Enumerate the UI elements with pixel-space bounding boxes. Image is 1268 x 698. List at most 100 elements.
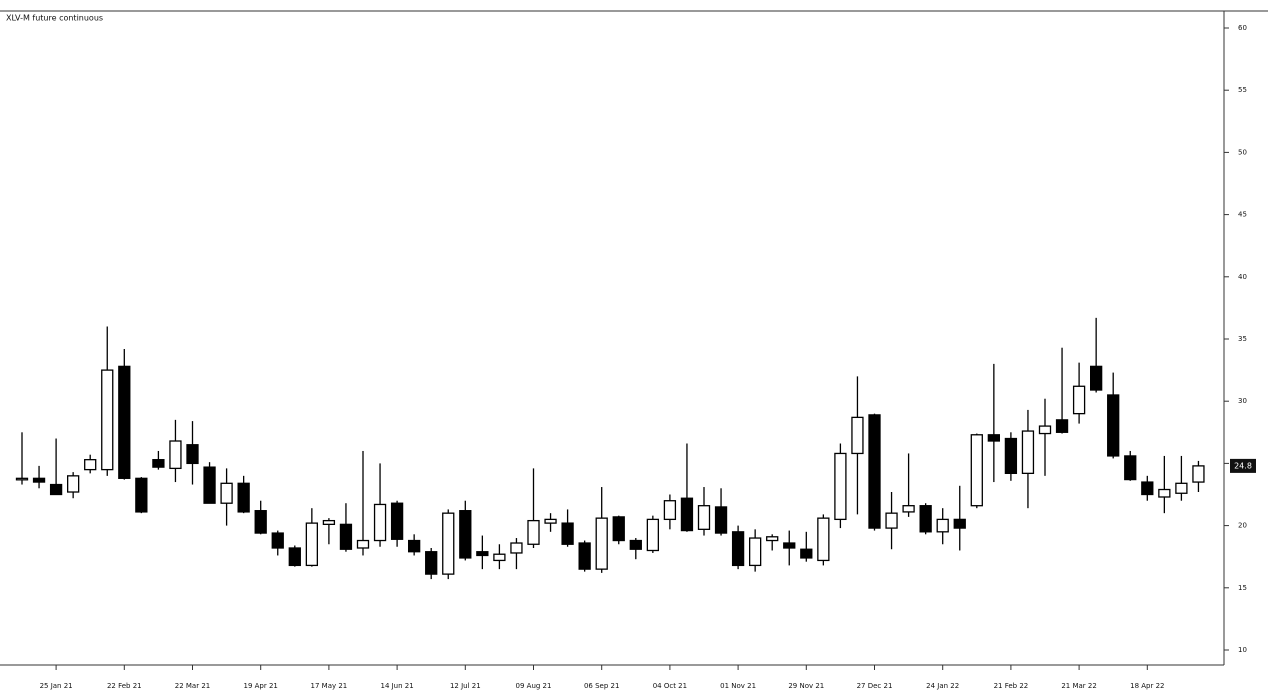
candle-body [629, 539, 642, 550]
y-tick-label: 15 [1238, 584, 1247, 592]
candle-body [305, 522, 319, 567]
candle-body [987, 434, 1000, 442]
candle-body [680, 497, 694, 532]
last-price-label: 24.8 [1234, 461, 1252, 470]
candle-body [851, 416, 864, 455]
candle-body [1038, 425, 1052, 435]
candle-body [834, 452, 847, 521]
x-tick-label: 27 Dec 21 [857, 682, 893, 690]
candle-body [254, 510, 267, 534]
x-tick-label: 01 Nov 21 [720, 682, 756, 690]
candle-body [1072, 385, 1086, 415]
candle-body [476, 551, 489, 557]
candle-body [663, 500, 677, 521]
chart-title: XLV-M future continuous [6, 14, 103, 23]
candle-body [697, 505, 711, 530]
candle-body [169, 440, 182, 470]
candle-body [288, 547, 301, 567]
y-tick-label: 50 [1238, 148, 1247, 156]
candle-body [714, 506, 728, 534]
candle-body [339, 523, 353, 550]
candle-body [459, 510, 472, 559]
y-tick-label: 35 [1238, 335, 1247, 343]
candle-body [390, 502, 404, 540]
candle-body [237, 482, 250, 513]
candle-body [766, 536, 779, 542]
x-tick-label: 14 Jun 21 [380, 682, 413, 690]
x-tick-label: 06 Sep 21 [584, 682, 619, 690]
candle-body [544, 518, 557, 524]
x-tick-label: 04 Oct 21 [653, 682, 687, 690]
y-tick-label: 10 [1238, 646, 1247, 654]
candle-body [612, 516, 625, 542]
x-tick-label: 24 Jan 22 [926, 682, 959, 690]
candle-body [561, 522, 574, 545]
x-tick-label: 09 Aug 21 [516, 682, 552, 690]
x-tick-label: 12 Jul 21 [450, 682, 481, 690]
candle-body [322, 519, 336, 526]
candle-body [868, 414, 881, 529]
candle-body [1158, 488, 1171, 498]
candle-body [49, 483, 63, 496]
candle-body [1021, 430, 1035, 475]
candle-body [749, 537, 762, 567]
candle-body [527, 519, 540, 545]
candle-body [902, 505, 915, 513]
y-tick-label: 45 [1238, 211, 1247, 219]
last-price-box [1230, 458, 1256, 473]
candle-body [356, 539, 370, 549]
candle-body [919, 505, 932, 533]
y-tick-label: 20 [1238, 522, 1247, 530]
candle-body [953, 518, 966, 529]
candle-body [1141, 481, 1154, 496]
candle-body [578, 542, 591, 570]
x-tick-label: 19 Apr 21 [244, 682, 278, 690]
candle-body [1055, 419, 1069, 433]
candle-body [1090, 365, 1103, 391]
candle-body [936, 518, 949, 533]
candle-body [271, 532, 284, 549]
candle-body [32, 477, 46, 483]
x-tick-label: 17 May 21 [311, 682, 348, 690]
candle-body [783, 542, 796, 549]
candle-body [646, 518, 659, 552]
candle-body [493, 553, 506, 562]
candle-body [407, 539, 421, 553]
candle-body [800, 548, 813, 559]
candle-body [220, 482, 233, 504]
x-tick-label: 21 Mar 22 [1061, 682, 1096, 690]
candle-body [118, 365, 131, 479]
x-tick-label: 22 Mar 21 [175, 682, 210, 690]
x-tick-label: 22 Feb 21 [107, 682, 142, 690]
candle-body [442, 512, 455, 575]
x-tick-label: 29 Nov 21 [788, 682, 824, 690]
candle-body [186, 444, 199, 465]
candle-body [373, 503, 387, 542]
candle-body [595, 517, 608, 570]
candle-body [101, 369, 114, 471]
candle-body [510, 542, 523, 554]
x-tick-label: 25 Jan 21 [40, 682, 73, 690]
y-tick-label: 60 [1238, 24, 1247, 32]
candle-body [67, 475, 80, 493]
candle-body [135, 477, 148, 513]
candle-body [1004, 437, 1018, 475]
candle-body [1124, 455, 1137, 481]
candle-body [84, 459, 97, 471]
candle-body [817, 517, 830, 562]
x-tick-label: 18 Apr 22 [1130, 682, 1164, 690]
candle-body [1192, 465, 1205, 483]
y-tick-label: 55 [1238, 86, 1247, 94]
candle-body [1175, 482, 1188, 494]
candle-body [203, 466, 216, 504]
x-tick-label: 21 Feb 22 [994, 682, 1029, 690]
y-tick-label: 30 [1238, 397, 1247, 405]
candle-body [731, 531, 745, 567]
candle-body [152, 459, 165, 468]
y-tick-label: 40 [1238, 273, 1247, 281]
candle-body [1107, 394, 1120, 457]
candle-body [15, 477, 29, 481]
candle-body [885, 512, 898, 529]
